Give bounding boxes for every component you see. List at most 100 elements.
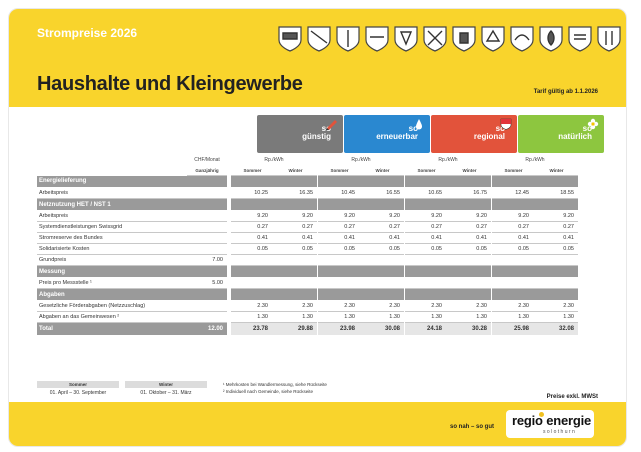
product-so: so	[582, 124, 592, 133]
winter-label: Winter	[535, 165, 578, 176]
sommer-label: Sommer	[231, 165, 274, 176]
price-cell: 1.30	[274, 311, 317, 323]
season-name: Winter	[125, 381, 207, 388]
price-table: CHF/Monat Rp./kWh Rp./kWh Rp./kWh Rp./kW…	[37, 155, 578, 335]
product-so: so	[408, 124, 418, 133]
total-chf: 12.00	[187, 322, 227, 335]
chf-cell: 7.00	[187, 254, 227, 266]
footnote-1: ¹ Mehrkosten bei Wandlermessung, siehe R…	[223, 382, 327, 387]
total-row: Total 12.00 23.78 29.88 23.98 30.08 24.18 3…	[37, 322, 578, 335]
price-cell: 9.20	[274, 210, 317, 222]
header-band: Strompreise 2026 Haushalte und Kleingewe…	[9, 9, 626, 107]
price-cell: 2.30	[274, 300, 317, 312]
section-title: Abgaben	[37, 288, 187, 301]
rp-kwh-label: Rp./kWh	[525, 157, 545, 163]
price-cell: 2.30	[535, 300, 578, 312]
rp-kwh-label: Rp./kWh	[438, 157, 458, 163]
season-sommer: Sommer 01. April – 30. September	[37, 381, 119, 399]
product-regional: so regional	[431, 115, 517, 153]
table-row: Gesetzliche Förderabgaben (Netzzuschlag)…	[37, 300, 578, 312]
crest-icon	[452, 26, 476, 52]
row-label: Solidarisierte Kosten	[37, 243, 187, 255]
table-row: Arbeitspreis 10.25 16.35 10.45 16.55 10.65…	[37, 187, 578, 199]
total-cell: 24.18	[405, 322, 448, 335]
price-cell: 0.27	[274, 221, 317, 233]
winter-label: Winter	[361, 165, 404, 176]
row-label: Preis pro Messstelle ¹	[37, 277, 187, 289]
section-netz: Netznutzung HET / NST 1	[37, 198, 578, 211]
price-cell: 0.05	[448, 243, 491, 255]
logo-sun-icon	[539, 412, 544, 417]
crest-icon	[539, 26, 563, 52]
price-cell: 0.27	[405, 221, 448, 233]
row-label: Arbeitspreis	[37, 187, 187, 199]
crest-icon	[336, 26, 360, 52]
total-cell: 29.88	[274, 322, 317, 335]
price-cell: 0.41	[231, 232, 274, 244]
table-row: Grundpreis 7.00	[37, 254, 578, 266]
price-cell: 0.05	[231, 243, 274, 255]
table-row: Stromreserve des Bundes 0.41 0.41 0.41 0.4…	[37, 232, 578, 244]
price-cell: 2.30	[448, 300, 491, 312]
page-kicker: Strompreise 2026	[37, 26, 138, 40]
price-cell: 16.55	[361, 187, 404, 199]
table-row: Arbeitspreis 9.20 9.20 9.20 9.20 9.20 9.20 …	[37, 210, 578, 222]
product-so: so	[495, 124, 505, 133]
row-label: Stromreserve des Bundes	[37, 232, 187, 244]
price-cell: 0.41	[361, 232, 404, 244]
crest-icon	[481, 26, 505, 52]
footnote-2: ² Individuell nach Gemeinde, siehe Rücks…	[223, 389, 314, 394]
logo-subline: solothurn	[543, 429, 577, 435]
slogan: so nah – so gut	[449, 424, 494, 430]
product-name: regional	[473, 132, 505, 141]
price-cell: 2.30	[361, 300, 404, 312]
price-cell: 9.20	[535, 210, 578, 222]
price-cell: 18.55	[535, 187, 578, 199]
crest-icon	[278, 26, 302, 52]
water-drop-icon	[416, 119, 422, 130]
product-erneuerbar: so erneuerbar	[344, 115, 430, 153]
product-name: erneuerbar	[376, 132, 418, 141]
crest-icon	[597, 26, 621, 52]
product-so: so	[321, 124, 331, 133]
price-cell: 9.20	[318, 210, 361, 222]
price-cell: 1.30	[318, 311, 361, 323]
season-range: 01. April – 30. September	[49, 390, 107, 396]
municipal-crests	[277, 25, 622, 53]
footer-band: so nah – so gut regio energie solothurn	[9, 402, 626, 446]
season-header-row: Ganzjährig Sommer Winter Sommer Winter Som…	[37, 165, 578, 176]
price-cell: 2.30	[318, 300, 361, 312]
crest-icon	[423, 26, 447, 52]
winter-label: Winter	[448, 165, 491, 176]
crest-icon	[510, 26, 534, 52]
unit-row: CHF/Monat Rp./kWh Rp./kWh Rp./kWh Rp./kW…	[37, 155, 578, 165]
row-label: Systemdienstleistungen Swissgrid	[37, 221, 187, 233]
price-cell: 0.05	[274, 243, 317, 255]
ganzjaehrig-label: Ganzjährig	[187, 165, 227, 176]
season-winter: Winter 01. Oktober – 31. März	[125, 381, 207, 399]
flower-icon	[587, 118, 599, 130]
chf-monat-label: CHF/Monat	[194, 157, 220, 163]
total-cell: 30.08	[361, 322, 404, 335]
total-cell: 32.08	[535, 322, 578, 335]
total-cell: 30.28	[448, 322, 491, 335]
section-title: Messung	[37, 265, 187, 278]
price-cell: 0.05	[405, 243, 448, 255]
section-title: Energielieferung	[37, 175, 187, 188]
winter-label: Winter	[274, 165, 317, 176]
price-cell: 0.05	[318, 243, 361, 255]
price-cell: 1.30	[535, 311, 578, 323]
section-abgaben: Abgaben	[37, 288, 578, 301]
tarif-validity: Tarif gültig ab 1.1.2026	[533, 89, 598, 95]
price-cell: 0.27	[361, 221, 404, 233]
price-cell: 0.27	[492, 221, 535, 233]
logo-wordmark: regio energie	[512, 413, 592, 428]
row-label: Gesetzliche Förderabgaben (Netzzuschlag)	[37, 300, 187, 312]
price-cell: 9.20	[405, 210, 448, 222]
price-cell: 9.20	[361, 210, 404, 222]
page-title: Haushalte und Kleingewerbe	[37, 73, 303, 95]
row-label: Arbeitspreis	[37, 210, 187, 222]
price-cell: 1.30	[361, 311, 404, 323]
product-guenstig: so günstig	[257, 115, 343, 153]
price-cell: 1.30	[448, 311, 491, 323]
